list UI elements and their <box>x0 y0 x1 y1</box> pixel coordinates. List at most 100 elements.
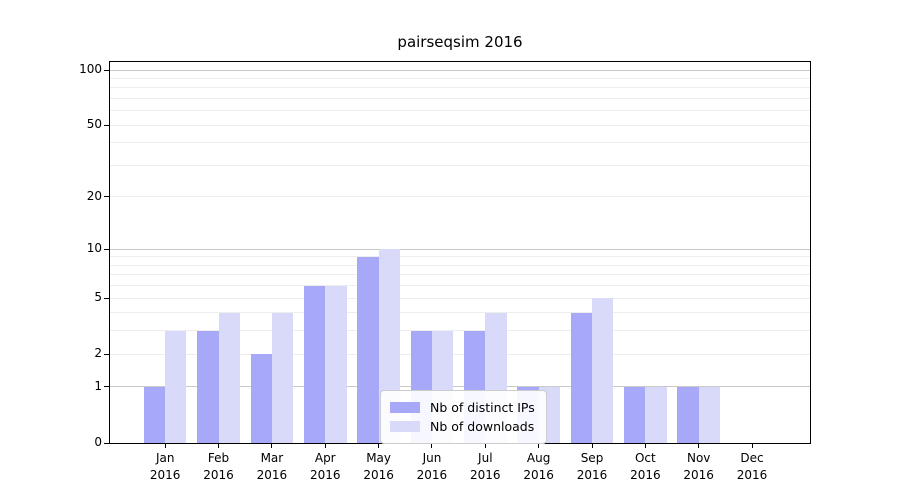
bar-downloads <box>325 285 347 443</box>
y-tick-label: 20 <box>86 188 102 203</box>
y-tick-label: 1 <box>94 378 102 393</box>
bar-distinct-ips <box>303 285 326 443</box>
x-tick-month: Oct <box>634 451 656 465</box>
x-tick-month: Feb <box>207 451 230 465</box>
x-tick-month: Jul <box>478 451 493 465</box>
y-tick-label: 0 <box>94 435 102 449</box>
y-tick-label: 50 <box>86 117 102 132</box>
legend-row: Nb of downloads <box>390 418 535 435</box>
chart-title: pairseqsim 2016 <box>397 33 523 51</box>
x-tick <box>644 444 646 448</box>
x-tick-month: Apr <box>314 451 336 465</box>
x-tick-month: Dec <box>740 451 764 465</box>
x-tick-label: Jul 2016 <box>457 450 513 484</box>
x-tick-month: Sep <box>580 451 604 465</box>
x-tick <box>218 444 220 448</box>
gridline-minor <box>110 124 810 126</box>
y-tick <box>104 69 109 71</box>
x-tick-label: Apr 2016 <box>297 450 353 484</box>
x-tick-label: Dec 2016 <box>724 450 780 484</box>
bar-distinct-ips <box>570 312 592 443</box>
x-tick-year: 2016 <box>416 468 448 482</box>
bar-downloads <box>592 298 614 443</box>
x-tick <box>324 444 326 448</box>
x-tick-label: Nov 2016 <box>671 450 727 484</box>
x-tick-year: 2016 <box>683 468 714 482</box>
y-tick <box>104 297 109 299</box>
bar-distinct-ips <box>624 386 646 443</box>
gridline-minor <box>110 77 810 79</box>
gridline-minor <box>110 196 810 198</box>
y-tick-label: 5 <box>94 290 102 305</box>
x-tick-year: 2016 <box>576 468 608 482</box>
bar-downloads <box>218 312 240 443</box>
x-tick-month: Jan <box>155 451 175 465</box>
legend-swatch-downloads <box>390 421 420 432</box>
x-tick-year: 2016 <box>256 468 288 482</box>
gridline-minor <box>110 164 810 166</box>
x-tick <box>271 444 273 448</box>
gridline-minor <box>110 264 810 266</box>
x-tick <box>164 444 166 448</box>
gridline-minor <box>110 285 810 287</box>
legend-label-distinct-ips: Nb of distinct IPs <box>430 400 535 415</box>
y-tick <box>104 442 109 444</box>
gridline-minor <box>110 312 810 314</box>
gridline-minor <box>110 330 810 332</box>
x-tick-month: Jun <box>422 451 442 465</box>
gridline-minor <box>110 297 810 299</box>
x-tick-year: 2016 <box>203 468 234 482</box>
x-tick-year: 2016 <box>149 468 181 482</box>
legend-label-downloads: Nb of downloads <box>430 419 535 434</box>
plot-area: Nb of distinct IPs Nb of downloads <box>109 61 811 444</box>
bar-distinct-ips <box>250 354 272 443</box>
gridline-major <box>110 69 810 71</box>
y-tick-label: 10 <box>86 241 102 256</box>
y-tick <box>104 386 109 388</box>
x-tick <box>538 444 540 448</box>
y-tick-label: 2 <box>94 346 102 361</box>
x-tick-year: 2016 <box>736 468 768 482</box>
gridline-minor <box>110 256 810 258</box>
x-tick-year: 2016 <box>523 468 554 482</box>
x-tick-year: 2016 <box>630 468 661 482</box>
gridline-minor <box>110 97 810 99</box>
x-tick <box>431 444 433 448</box>
y-tick <box>104 353 109 355</box>
gridline-minor <box>110 142 810 144</box>
bar-distinct-ips <box>357 256 379 443</box>
y-tick <box>104 248 109 250</box>
x-tick-label: Oct 2016 <box>617 450 673 484</box>
y-tick-label: 100 <box>79 62 102 76</box>
x-tick-year: 2016 <box>470 468 501 482</box>
x-tick <box>484 444 486 448</box>
bar-distinct-ips <box>197 330 219 443</box>
gridline-major <box>110 248 810 250</box>
legend: Nb of distinct IPs Nb of downloads <box>380 390 547 444</box>
y-tick <box>104 196 109 198</box>
x-tick <box>378 444 380 448</box>
x-tick-label: Jan 2016 <box>137 450 193 484</box>
bar-downloads <box>165 330 187 443</box>
x-tick-year: 2016 <box>363 468 394 482</box>
x-tick-label: Jun 2016 <box>404 450 460 484</box>
x-tick-label: Feb 2016 <box>191 450 247 484</box>
x-tick <box>591 444 593 448</box>
legend-swatch-distinct-ips <box>390 402 420 413</box>
x-tick-month: Mar <box>260 451 284 465</box>
bar-downloads <box>645 386 667 443</box>
x-tick <box>751 444 753 448</box>
bar-distinct-ips <box>143 386 166 443</box>
x-tick-month: May <box>366 451 391 465</box>
x-tick <box>698 444 700 448</box>
gridline-minor <box>110 274 810 276</box>
gridline-major <box>110 386 810 388</box>
x-tick-label: Mar 2016 <box>244 450 300 484</box>
x-tick-month: Aug <box>526 451 551 465</box>
x-tick-month: Nov <box>686 451 711 465</box>
bar-distinct-ips <box>677 386 699 443</box>
y-tick <box>104 124 109 126</box>
x-tick-year: 2016 <box>309 468 341 482</box>
legend-row: Nb of distinct IPs <box>390 399 535 416</box>
